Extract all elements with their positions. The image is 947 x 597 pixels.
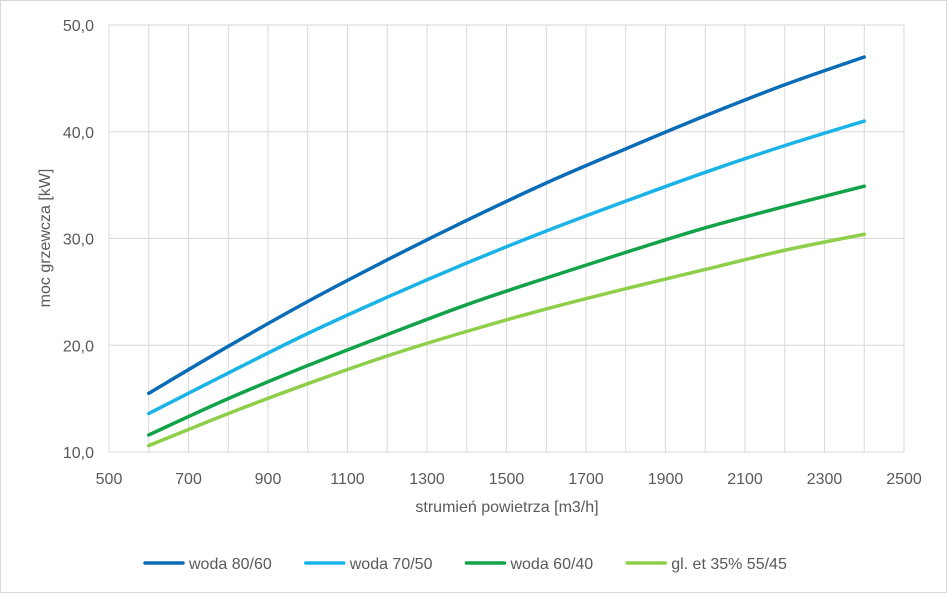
y-tick-label: 20,0 xyxy=(63,338,94,355)
x-tick-label: 900 xyxy=(255,471,282,488)
x-tick-label: 700 xyxy=(175,471,202,488)
x-tick-label: 500 xyxy=(96,471,123,488)
legend-label: woda 60/40 xyxy=(509,556,593,573)
x-tick-label: 1500 xyxy=(489,471,525,488)
series-line xyxy=(147,55,866,396)
x-tick-label: 1300 xyxy=(409,471,445,488)
legend-label: woda 70/50 xyxy=(349,556,433,573)
x-tick-label: 1900 xyxy=(648,471,684,488)
y-tick-label: 10,0 xyxy=(63,445,94,462)
legend-label: woda 80/60 xyxy=(188,556,272,573)
series-lines xyxy=(147,55,866,448)
x-tick-label: 2500 xyxy=(886,471,922,488)
x-axis-label: strumień powietrza [m3/h] xyxy=(415,499,598,516)
x-axis-tick-labels: 500 700 900 1100 1300 1500 1700 1900 2100 2300 250… xyxy=(96,471,922,488)
series-line xyxy=(147,119,866,416)
gridlines xyxy=(108,24,905,453)
series-line xyxy=(147,184,866,437)
x-tick-label: 2100 xyxy=(727,471,763,488)
y-axis-tick-labels: 10,0 20,0 30,0 40,0 50,0 xyxy=(63,18,94,462)
x-tick-label: 1100 xyxy=(330,471,365,488)
y-tick-label: 40,0 xyxy=(63,125,94,142)
x-tick-label: 2300 xyxy=(807,471,843,488)
y-axis-label: moc grzewcza [kW] xyxy=(37,169,54,308)
legend: woda 80/60 woda 70/50 woda 60/40 gl. et 35%… xyxy=(143,556,787,573)
y-tick-label: 50,0 xyxy=(63,18,94,35)
legend-label: gl. et 35% 55/45 xyxy=(671,556,787,573)
y-tick-label: 30,0 xyxy=(63,232,94,249)
series-line xyxy=(147,232,866,448)
x-tick-label: 1700 xyxy=(568,471,604,488)
